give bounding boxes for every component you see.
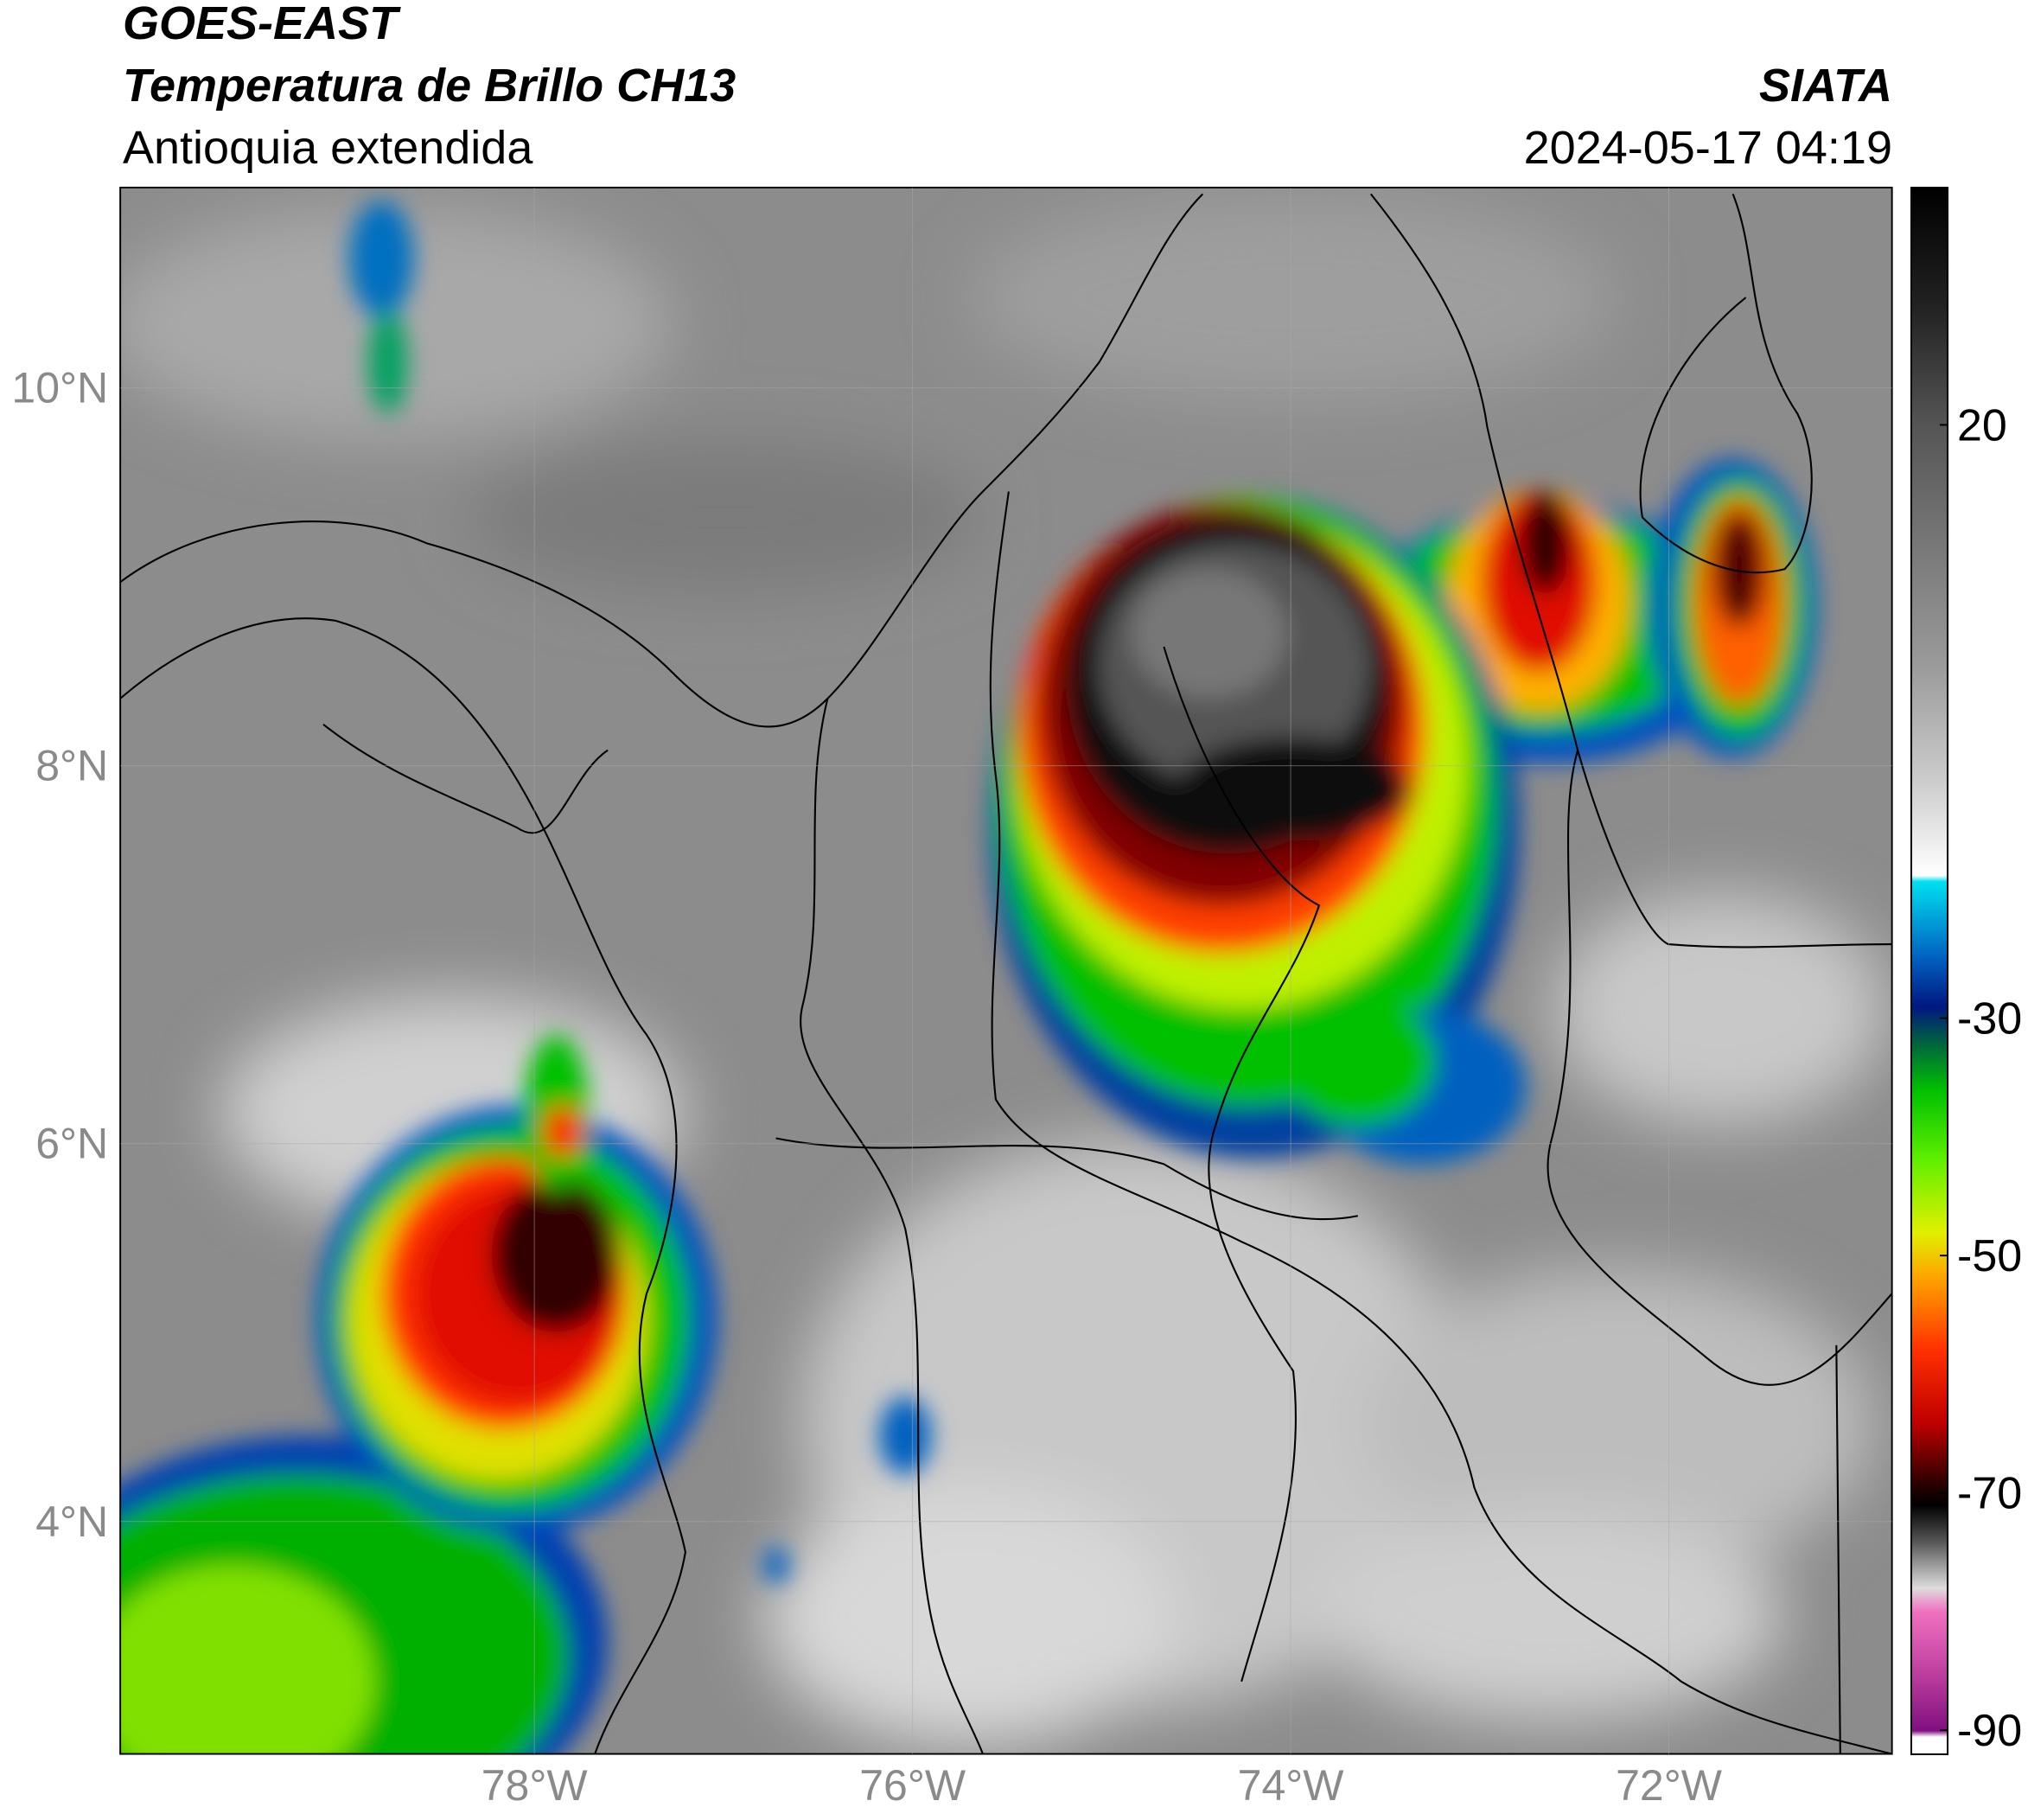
storm-cell bbox=[543, 1106, 583, 1158]
region: Antioquia extendida bbox=[123, 122, 533, 174]
storm-cell bbox=[1132, 569, 1287, 699]
subtitle: Temperatura de Brillo CH13 bbox=[123, 60, 736, 112]
colorbar bbox=[1910, 187, 1948, 1755]
storm-cells bbox=[120, 200, 1817, 1754]
lat-tick-label: 4°N bbox=[35, 1498, 108, 1546]
storm-cell bbox=[1177, 737, 1410, 841]
storm-cell bbox=[491, 1177, 622, 1332]
lat-tick-label: 6°N bbox=[35, 1120, 108, 1168]
storm-cell bbox=[1713, 510, 1766, 628]
map-frame bbox=[119, 186, 1893, 1755]
grid bbox=[120, 187, 1892, 1754]
colorbar-tick-label: -70 bbox=[1957, 1469, 2022, 1519]
colorbar-tick-label: -90 bbox=[1957, 1706, 2022, 1756]
storm-cell bbox=[1280, 995, 1436, 1126]
lon-tick-label: 76°W bbox=[859, 1761, 966, 1810]
lat-tick-label: 10°N bbox=[11, 364, 108, 412]
lon-tick-label: 72°W bbox=[1616, 1761, 1723, 1810]
storm-cell bbox=[120, 1565, 375, 1754]
colorbar-tick-label: -50 bbox=[1957, 1231, 2022, 1281]
storm-cell bbox=[368, 310, 408, 414]
satellite-image bbox=[120, 187, 1892, 1754]
storm-cell bbox=[762, 1547, 789, 1584]
colorbar-tick-label: 20 bbox=[1957, 400, 2007, 450]
source: SIATA bbox=[1759, 60, 1892, 112]
lat-tick-label: 8°N bbox=[35, 742, 108, 790]
colorbar-tick-label: -30 bbox=[1957, 994, 2022, 1044]
map-imagery bbox=[119, 186, 1893, 1755]
lon-tick-label: 74°W bbox=[1238, 1761, 1345, 1810]
timestamp: 2024-05-17 04:19 bbox=[1524, 122, 1892, 174]
lon-tick-label: 78°W bbox=[481, 1761, 589, 1810]
borders bbox=[120, 193, 1892, 1754]
storm-cell bbox=[1519, 491, 1572, 596]
title: GOES-EAST bbox=[123, 0, 401, 49]
storm-cell bbox=[348, 200, 414, 317]
storm-cell bbox=[879, 1396, 932, 1475]
